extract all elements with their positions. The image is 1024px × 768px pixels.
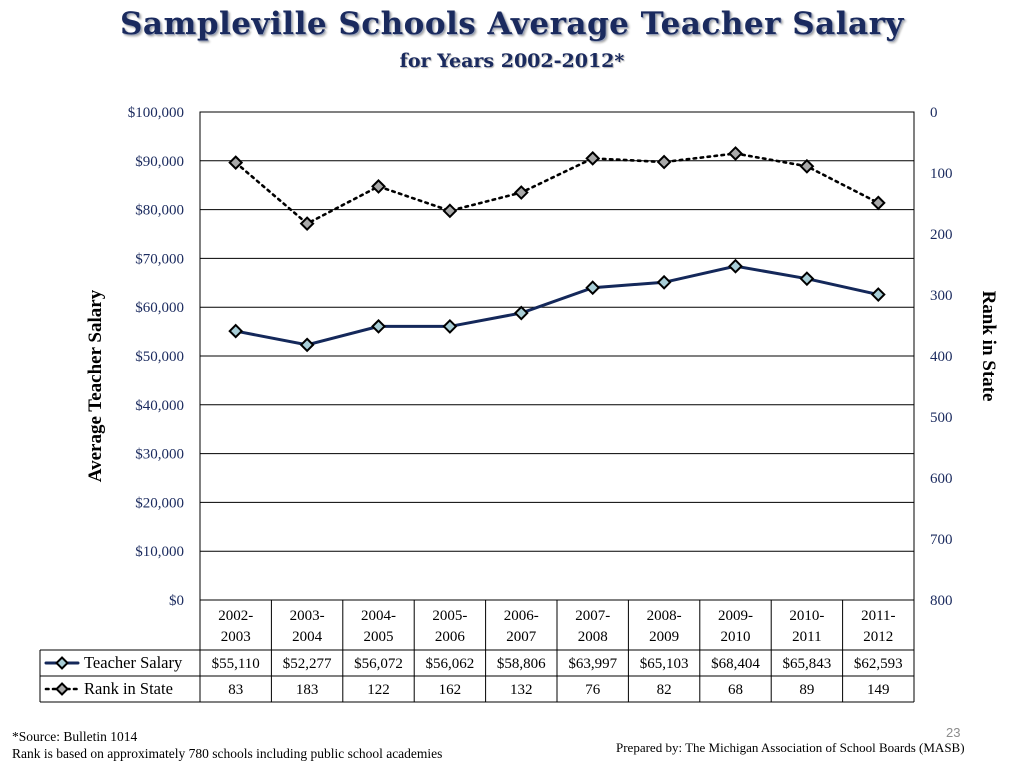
table-cell: $58,806 <box>497 656 546 672</box>
y-tick-label: $40,000 <box>135 398 184 414</box>
salary-series-point <box>513 305 529 321</box>
y2-tick-label: 100 <box>930 166 953 182</box>
y2-tick-label: 200 <box>930 227 953 243</box>
table-cell: 82 <box>657 682 672 698</box>
legend-label: Rank in State <box>84 679 173 698</box>
x-tick-label: 2005- <box>432 608 467 624</box>
y2-tick-label: 500 <box>930 410 953 426</box>
page-number: 23 <box>946 725 961 740</box>
rank-series-point <box>656 154 672 170</box>
chart-title: Sampleville Schools Average Teacher Sala… <box>120 6 904 42</box>
series <box>228 146 886 353</box>
table-cell: $65,103 <box>640 656 689 672</box>
x-tick-label: 2007- <box>575 608 610 624</box>
y2-tick-label: 0 <box>930 105 938 121</box>
table-cell: $56,062 <box>426 656 475 672</box>
y-tick-label: $10,000 <box>135 544 184 560</box>
table-cell: $52,277 <box>283 656 332 672</box>
x-tick-label: 2006 <box>435 629 466 645</box>
table-cell: $65,843 <box>783 656 832 672</box>
salary-series-point <box>799 271 815 287</box>
y-tick-label: $20,000 <box>135 495 184 511</box>
y-tick-label: $60,000 <box>135 300 184 316</box>
x-tick-label: 2009- <box>718 608 753 624</box>
legend-key-marker <box>55 682 69 696</box>
x-tick-label: 2003- <box>290 608 325 624</box>
chart-subtitle: for Years 2002-2012* <box>399 50 625 72</box>
y2-tick-label: 800 <box>930 593 953 609</box>
x-tick-label: 2006- <box>504 608 539 624</box>
rank-series-point <box>371 179 386 194</box>
x-tick-label: 2008 <box>578 629 608 645</box>
salary-series-point <box>442 319 458 334</box>
y-tick-label: $100,000 <box>128 105 184 121</box>
table-cell: 132 <box>510 682 533 698</box>
rank-series-point <box>799 158 815 174</box>
y-tick-label: $80,000 <box>135 203 184 219</box>
table-cell: $62,593 <box>854 656 903 672</box>
rank-series-point <box>585 150 601 166</box>
table-cell: $55,110 <box>212 656 260 672</box>
salary-series-point <box>870 287 886 302</box>
y-tick-label: $90,000 <box>135 154 184 170</box>
x-tick-label: 2009 <box>649 629 679 645</box>
x-tick-label: 2011- <box>861 608 895 624</box>
legend-label: Teacher Salary <box>84 653 183 672</box>
data-table: 2002- 2003 2003- 2004 2004- 2005 2005- 2006 2006… <box>39 600 915 703</box>
rank-series-point <box>728 146 743 161</box>
x-tick-label: 2010 <box>721 629 751 645</box>
x-tick-label: 2008- <box>647 608 682 624</box>
y2-tick-label: 600 <box>930 471 953 487</box>
x-tick-label: 2011 <box>792 629 821 645</box>
rank-note: Rank is based on approximately 780 schoo… <box>12 746 443 761</box>
table-cell: 83 <box>228 682 243 698</box>
x-tick-label: 2002- <box>218 608 253 624</box>
prepared-by: Prepared by: The Michigan Association of… <box>616 740 965 755</box>
table-cell: 162 <box>439 682 462 698</box>
y2-axis-title: Rank in State <box>978 291 999 402</box>
y2-tick-label: 400 <box>930 349 953 365</box>
y-tick-label: $70,000 <box>135 251 184 267</box>
axes: $0 $10,000 $20,000 $30,000 $40,000 $50,000 $60… <box>85 105 999 609</box>
table-cell: 183 <box>296 682 319 698</box>
x-tick-label: 2004 <box>292 629 323 645</box>
y2-tick-label: 700 <box>930 532 953 548</box>
legend-key-marker <box>55 656 69 670</box>
rank-series-point <box>228 155 244 171</box>
table-cell: 149 <box>867 682 890 698</box>
x-tick-label: 2004- <box>361 608 396 624</box>
x-tick-label: 2003 <box>221 629 251 645</box>
rank-series-line <box>234 152 880 226</box>
y2-tick-label: 300 <box>930 288 953 304</box>
table-cell: 76 <box>585 682 601 698</box>
source-note: *Source: Bulletin 1014 <box>12 729 138 744</box>
table-cell: $68,404 <box>711 656 760 672</box>
salary-series-point <box>728 258 743 274</box>
y-axis-title: Average Teacher Salary <box>85 289 106 482</box>
salary-series-point <box>371 318 386 334</box>
table-cell: 122 <box>367 682 390 698</box>
x-tick-label: 2007 <box>506 629 537 645</box>
salary-series-point <box>299 337 315 353</box>
table-cell: $63,997 <box>568 656 617 672</box>
salary-series-point <box>585 280 601 296</box>
x-tick-label: 2010- <box>789 608 824 624</box>
salary-series-line <box>234 264 880 347</box>
x-tick-label: 2005 <box>364 629 394 645</box>
gridlines <box>199 111 915 601</box>
table-cell: $56,072 <box>354 656 403 672</box>
rank-series-point <box>870 195 886 211</box>
rank-series-point <box>299 216 315 232</box>
x-tick-label: 2012 <box>863 629 893 645</box>
table-cell: 68 <box>728 682 743 698</box>
rank-series-point <box>513 185 529 200</box>
y-tick-label: $0 <box>169 593 184 609</box>
salary-series-point <box>656 274 672 290</box>
y-tick-label: $50,000 <box>135 349 184 365</box>
table-cell: 89 <box>799 682 814 698</box>
rank-series-point <box>442 203 458 219</box>
y-tick-label: $30,000 <box>135 447 184 463</box>
salary-series-point <box>228 323 244 339</box>
